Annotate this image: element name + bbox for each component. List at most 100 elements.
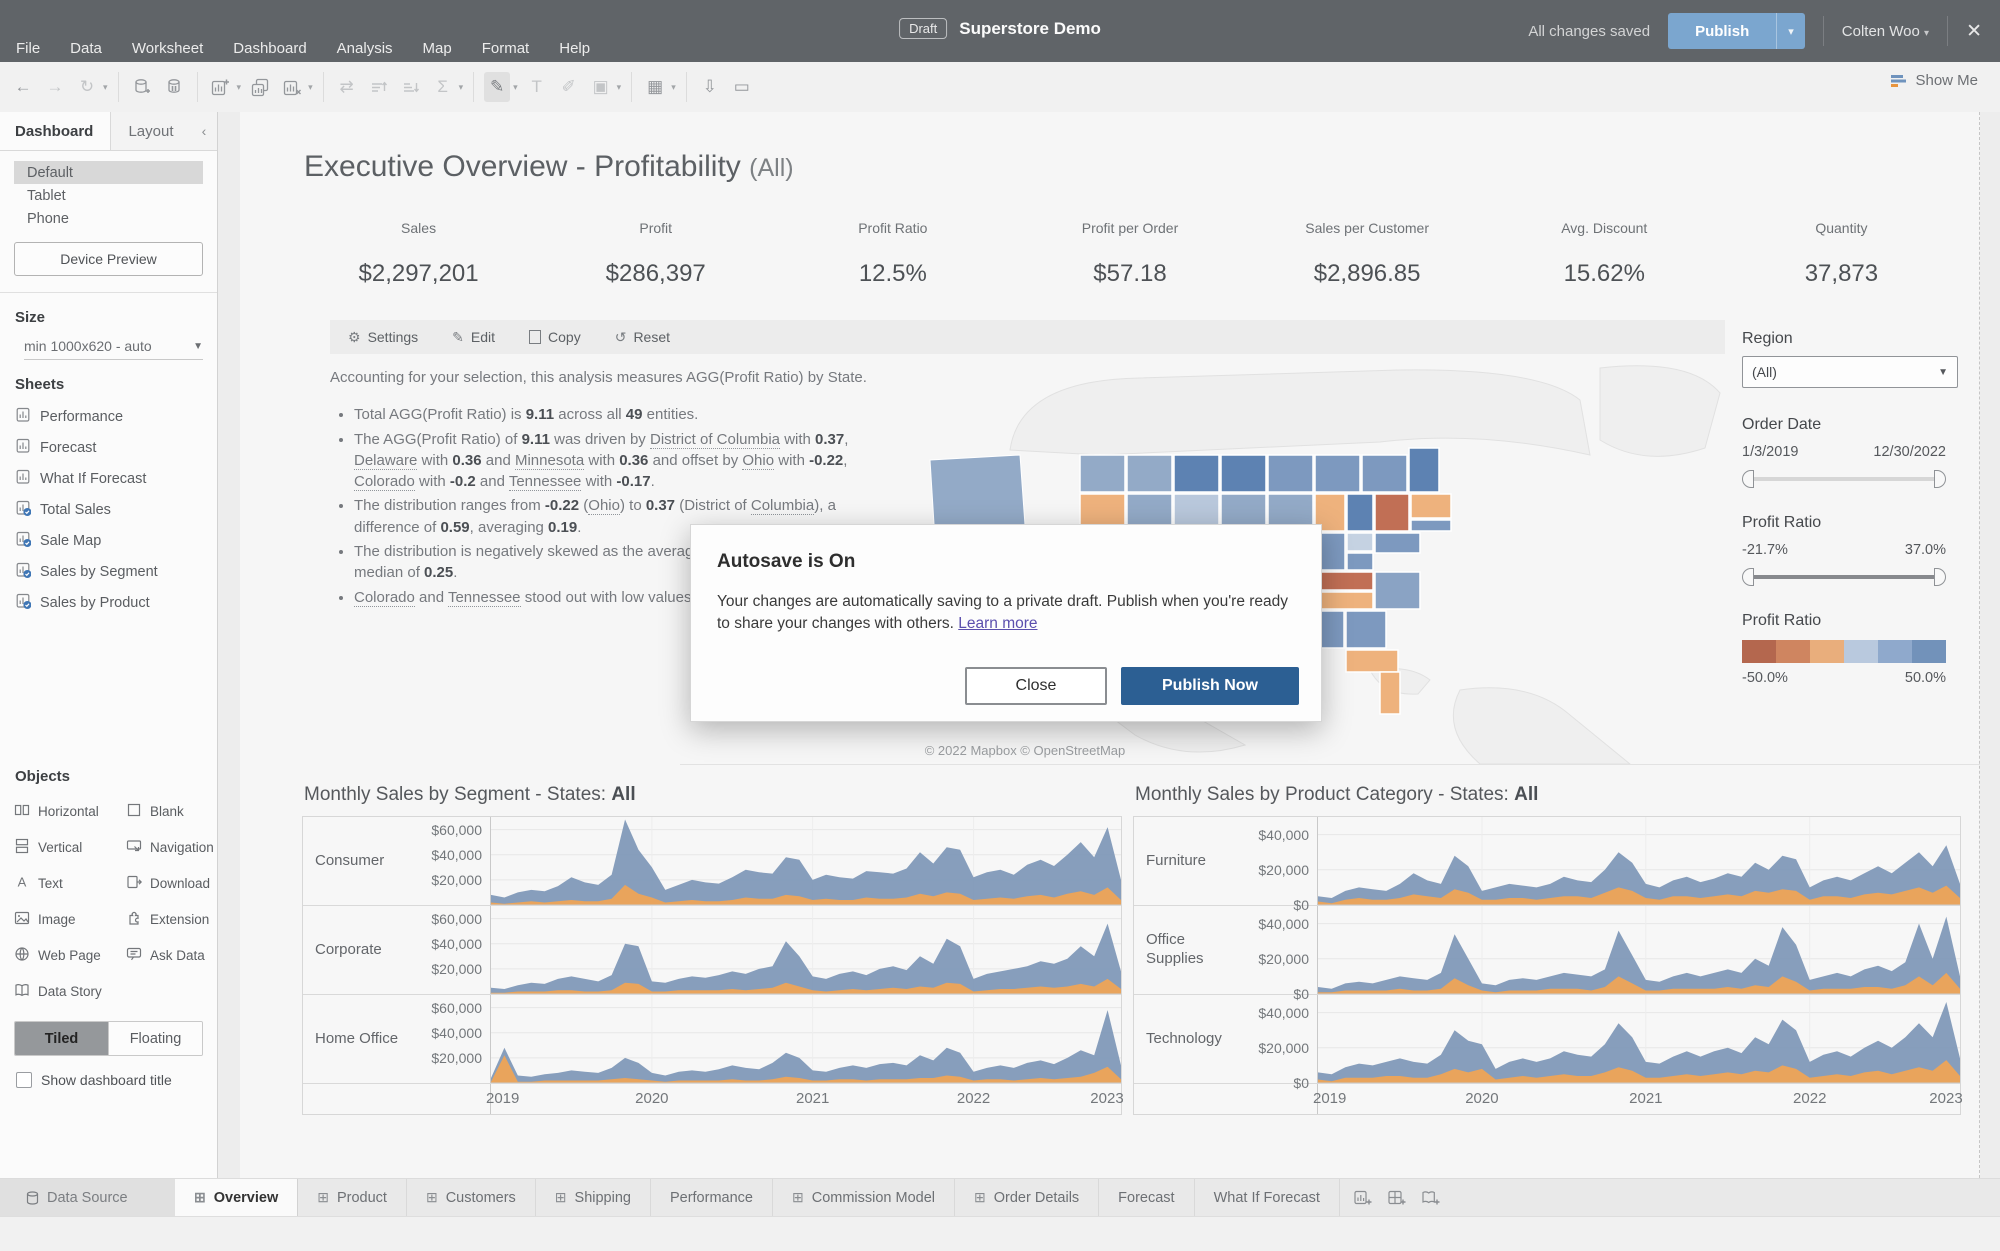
tab-performance[interactable]: Performance	[651, 1179, 773, 1216]
clear-sheet-icon[interactable]	[279, 72, 305, 102]
refresh-icon[interactable]: ↻	[79, 77, 95, 96]
tab-overview[interactable]: ⊞ Overview	[175, 1179, 299, 1216]
new-story-icon[interactable]	[1422, 1190, 1440, 1206]
device-preview-button[interactable]: Device Preview	[14, 242, 203, 276]
presentation-mode-icon[interactable]: ▭	[733, 77, 750, 96]
tab-what-if-forecast[interactable]: What If Forecast	[1195, 1179, 1340, 1216]
new-worksheet-icon[interactable]	[1354, 1190, 1372, 1206]
kpi-profit[interactable]: Profit $286,397	[537, 220, 774, 288]
publish-button[interactable]: Publish	[1695, 22, 1750, 40]
totals-icon[interactable]: Σ	[437, 77, 448, 96]
device-mode-phone[interactable]: Phone	[27, 210, 69, 227]
new-worksheet-icon[interactable]	[208, 72, 234, 102]
kpi-profit-ratio[interactable]: Profit Ratio 12.5%	[774, 220, 1011, 288]
tab-product[interactable]: ⊞ Product	[298, 1179, 407, 1216]
publish-now-button[interactable]: Publish Now	[1121, 667, 1299, 705]
reset-button[interactable]: ↺ Reset	[614, 328, 671, 346]
show-mark-labels-icon[interactable]: T	[531, 77, 542, 96]
undo-icon[interactable]: ←	[14, 77, 32, 96]
slider-handle-right[interactable]	[1934, 568, 1946, 586]
data-source-tab[interactable]: Data Source	[0, 1179, 175, 1216]
object-web-page[interactable]: Web Page	[14, 937, 126, 973]
duplicate-sheet-icon[interactable]	[247, 72, 273, 102]
tab-forecast[interactable]: Forecast	[1099, 1179, 1195, 1216]
area-chart[interactable]	[1318, 906, 1960, 994]
chevron-down-icon[interactable]: ▾	[616, 81, 622, 92]
copy-button[interactable]: Copy	[529, 327, 581, 345]
object-navigation[interactable]: Navigation	[126, 829, 217, 865]
object-vertical[interactable]: Vertical	[14, 829, 126, 865]
object-data-story[interactable]: Data Story	[14, 973, 126, 1009]
highlight-icon[interactable]: ✎	[484, 72, 511, 102]
sheet-item-performance[interactable]: Performance	[0, 401, 217, 432]
chevron-down-icon[interactable]: ▾	[458, 81, 464, 92]
object-ask-data[interactable]: Ask Data	[126, 937, 217, 973]
close-button[interactable]: Close	[965, 667, 1107, 705]
new-dashboard-icon[interactable]	[1388, 1190, 1406, 1206]
chevron-down-icon[interactable]: ▾	[236, 81, 242, 92]
kpi-profit-per-order[interactable]: Profit per Order $57.18	[1011, 220, 1248, 288]
order-date-slider[interactable]	[1742, 470, 1946, 488]
show-dashboard-title-checkbox[interactable]	[16, 1072, 32, 1088]
tab-dashboard[interactable]: Dashboard	[0, 112, 110, 150]
slider-handle-right[interactable]	[1934, 470, 1946, 488]
fit-selector-icon[interactable]: ▦	[647, 77, 664, 96]
tab-commission-model[interactable]: ⊞ Commission Model	[773, 1179, 956, 1216]
object-download[interactable]: Download	[126, 865, 217, 901]
redo-icon[interactable]: →	[46, 77, 64, 96]
menu-analysis[interactable]: Analysis	[336, 40, 393, 57]
chevron-down-icon[interactable]: ▾	[308, 81, 313, 92]
collapse-sidebar-icon[interactable]: ‹	[191, 112, 217, 150]
sheet-item-what-if-forecast[interactable]: What If Forecast	[0, 463, 217, 494]
cell-size-icon[interactable]: ▣	[592, 77, 609, 96]
sheet-item-forecast[interactable]: Forecast	[0, 432, 217, 463]
format-icon[interactable]: ✐	[561, 77, 576, 96]
device-mode-default[interactable]: Default	[14, 161, 203, 184]
tab-layout[interactable]: Layout	[110, 112, 191, 150]
sheet-item-sales-by-segment[interactable]: Sales by Segment	[0, 556, 217, 587]
object-horizontal[interactable]: Horizontal	[14, 793, 126, 829]
sort-ascending-icon[interactable]	[366, 72, 392, 102]
area-chart[interactable]	[491, 906, 1121, 994]
tiled-button[interactable]: Tiled	[15, 1022, 108, 1055]
sheet-item-sale-map[interactable]: Sale Map	[0, 525, 217, 556]
tab-shipping[interactable]: ⊞ Shipping	[536, 1179, 651, 1216]
area-chart[interactable]	[491, 995, 1121, 1083]
pause-auto-updates-icon[interactable]	[161, 72, 187, 102]
area-chart[interactable]	[1318, 995, 1960, 1083]
chevron-down-icon[interactable]: ▾	[671, 81, 676, 92]
object-blank[interactable]: Blank	[126, 793, 217, 829]
area-chart[interactable]	[491, 817, 1121, 905]
object-text[interactable]: A Text	[14, 865, 126, 901]
chevron-down-icon[interactable]: ▾	[103, 81, 108, 92]
profit-ratio-slider[interactable]	[1742, 568, 1946, 586]
sort-descending-icon[interactable]	[398, 72, 424, 102]
user-menu[interactable]: Colten Woo ▾	[1842, 23, 1929, 40]
swap-rows-columns-icon[interactable]: ⇄	[339, 77, 354, 96]
slider-handle-left[interactable]	[1742, 568, 1754, 586]
floating-button[interactable]: Floating	[108, 1022, 202, 1055]
kpi-sales-per-customer[interactable]: Sales per Customer $2,896.85	[1249, 220, 1486, 288]
kpi-avg-discount[interactable]: Avg. Discount 15.62%	[1486, 220, 1723, 288]
menu-dashboard[interactable]: Dashboard	[233, 40, 307, 57]
settings-button[interactable]: ⚙ Settings	[348, 328, 419, 346]
learn-more-link[interactable]: Learn more	[958, 615, 1038, 633]
kpi-quantity[interactable]: Quantity 37,873	[1723, 220, 1960, 288]
device-mode-tablet[interactable]: Tablet	[27, 187, 66, 204]
kpi-sales[interactable]: Sales $2,297,201	[300, 220, 537, 288]
menu-data[interactable]: Data	[70, 40, 102, 57]
download-icon[interactable]: ⇩	[702, 77, 717, 96]
close-workbook-icon[interactable]: ✕	[1966, 20, 1982, 42]
tab-order-details[interactable]: ⊞ Order Details	[955, 1179, 1100, 1216]
size-dropdown[interactable]: min 1000x620 - auto ▼	[24, 338, 203, 360]
menu-file[interactable]: File	[16, 40, 41, 57]
publish-caret-icon[interactable]: ▾	[1776, 13, 1805, 49]
new-data-source-icon[interactable]	[129, 72, 155, 102]
region-dropdown[interactable]: (All) ▼	[1742, 356, 1958, 388]
show-me-button[interactable]: Show Me	[1890, 72, 1978, 89]
menu-format[interactable]: Format	[481, 40, 530, 57]
object-extension[interactable]: Extension	[126, 901, 217, 937]
area-chart[interactable]	[1318, 817, 1960, 905]
sheet-item-total-sales[interactable]: Total Sales	[0, 494, 217, 525]
tab-customers[interactable]: ⊞ Customers	[407, 1179, 536, 1216]
